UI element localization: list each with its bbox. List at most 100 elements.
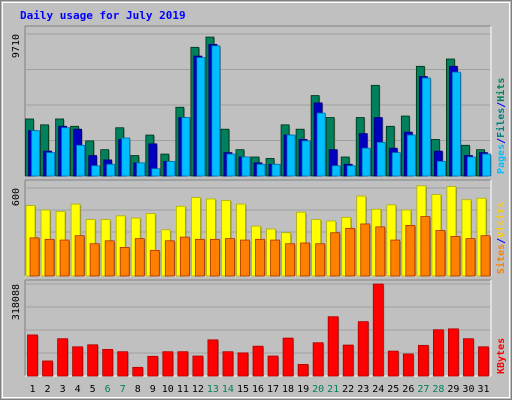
bar-kbytes-day-8: [132, 366, 144, 377]
legend-entry: /: [496, 138, 507, 144]
x-tick-label: 13: [207, 384, 219, 395]
x-tick-label: 25: [387, 384, 399, 395]
x-tick-label: 12: [192, 384, 204, 395]
bar-pages-day-25: [391, 152, 401, 177]
bar-sites-day-3: [59, 239, 70, 277]
bar-sites-day-14: [225, 238, 235, 277]
x-tick-label: 16: [252, 384, 264, 395]
bar-pages-day-26: [406, 134, 416, 177]
bar-sites-day-1: [29, 237, 40, 277]
x-tick-label: 31: [477, 384, 489, 395]
x-tick-label: 10: [162, 384, 174, 395]
panel-kbytes: 318088 KBytes: [11, 279, 507, 377]
x-tick-label: 29: [447, 384, 459, 395]
bar-pages-day-12: [196, 57, 206, 177]
bar-sites-day-15: [240, 239, 250, 277]
bar-sites-day-4: [74, 235, 85, 277]
bar-kbytes-day-12: [192, 355, 204, 377]
chart-title: Daily usage for July 2019: [20, 9, 186, 22]
bar-pages-day-10: [166, 160, 176, 177]
x-tick-label: 18: [282, 384, 294, 395]
bar-kbytes-day-4: [72, 346, 84, 377]
bar-pages-day-7: [121, 137, 131, 177]
x-tick-label: 2: [45, 384, 51, 395]
x-tick-label: 28: [432, 384, 444, 395]
legend-entry: Hits: [495, 78, 507, 102]
x-tick-label: 21: [327, 384, 339, 395]
bar-kbytes-day-6: [102, 348, 114, 377]
bar-kbytes-day-21: [327, 316, 339, 377]
legend-entry: Pages: [496, 144, 507, 174]
bar-sites-day-11: [179, 236, 190, 277]
bar-kbytes-day-29: [448, 328, 459, 377]
x-tick-label: 23: [357, 384, 369, 395]
bar-kbytes-day-11: [177, 351, 189, 377]
bar-sites-day-31: [480, 235, 491, 277]
bar-sites-day-29: [450, 235, 461, 277]
x-tick-label: 7: [120, 384, 126, 395]
bar-pages-day-24: [376, 141, 386, 177]
bar-sites-day-22: [345, 227, 356, 277]
bar-kbytes-day-9: [147, 355, 159, 377]
bar-kbytes-day-16: [252, 345, 264, 377]
bar-kbytes-day-17: [267, 355, 279, 377]
panel-visits-sites: 600 Sites/Visits: [11, 179, 507, 277]
legend-entry: KBytes: [496, 338, 507, 374]
bar-sites-day-17: [270, 239, 280, 277]
x-tick-label: 15: [237, 384, 249, 395]
bar-sites-day-19: [300, 242, 310, 277]
y-max-label: 600: [11, 188, 22, 206]
bar-pages-day-20: [316, 112, 326, 177]
bar-pages-day-15: [241, 156, 251, 177]
legend-entry: Visits: [495, 202, 507, 238]
bar-sites-day-2: [44, 238, 55, 277]
bar-kbytes-day-23: [357, 321, 369, 377]
chart-panels: 9710Pages/Files/Hits600Sites/Visits31808…: [11, 25, 507, 377]
bar-sites-day-24: [375, 226, 386, 277]
legend-entry: Files: [495, 108, 507, 138]
bar-pages-day-16: [256, 163, 266, 177]
bar-pages-day-28: [436, 160, 446, 177]
x-tick-label: 8: [135, 384, 141, 395]
bar-kbytes-day-10: [162, 351, 174, 377]
x-tick-label: 24: [372, 384, 384, 395]
bar-pages-day-22: [346, 165, 356, 177]
bar-kbytes-day-14: [222, 351, 234, 377]
x-axis-labels: 1 2 3 4 5 6 7 8 9 10 11 12 13 14 15 16 17 18 19 20 21 22 23 24 2…: [30, 384, 490, 395]
bar-pages-day-6: [106, 163, 116, 177]
bar-sites-day-30: [465, 238, 476, 277]
bar-pages-day-11: [181, 117, 191, 177]
bar-kbytes-day-26: [402, 353, 414, 377]
bar-kbytes-day-3: [57, 338, 68, 377]
bar-pages-day-14: [226, 153, 236, 177]
bar-sites-day-16: [255, 238, 265, 277]
bar-sites-day-26: [405, 224, 416, 277]
x-tick-label: 26: [402, 384, 414, 395]
bar-pages-day-31: [482, 153, 491, 177]
x-tick-label: 22: [342, 384, 354, 395]
bar-sites-day-21: [330, 232, 341, 277]
x-tick-label: 9: [150, 384, 156, 395]
bar-sites-day-13: [210, 238, 220, 277]
panel-legend: Pages/Files/Hits: [495, 78, 507, 174]
panel-legend: KBytes: [496, 338, 507, 374]
bar-pages-day-8: [136, 162, 146, 177]
x-tick-label: 5: [90, 384, 96, 395]
legend-entry: /: [496, 102, 507, 108]
bar-sites-day-6: [104, 240, 115, 277]
x-tick-label: 3: [60, 384, 66, 395]
x-tick-label: 4: [75, 384, 81, 395]
bar-sites-day-23: [360, 223, 371, 277]
bar-pages-day-29: [452, 71, 461, 177]
bar-kbytes-day-24: [372, 283, 384, 377]
bar-pages-day-2: [46, 152, 55, 177]
bar-kbytes-day-15: [237, 352, 249, 377]
x-tick-label: 1: [30, 384, 36, 395]
x-tick-label: 6: [105, 384, 111, 395]
bar-pages-day-18: [286, 134, 296, 177]
bar-kbytes-day-27: [417, 344, 429, 377]
bar-kbytes-day-18: [282, 337, 294, 377]
legend-entry: /: [496, 238, 507, 244]
